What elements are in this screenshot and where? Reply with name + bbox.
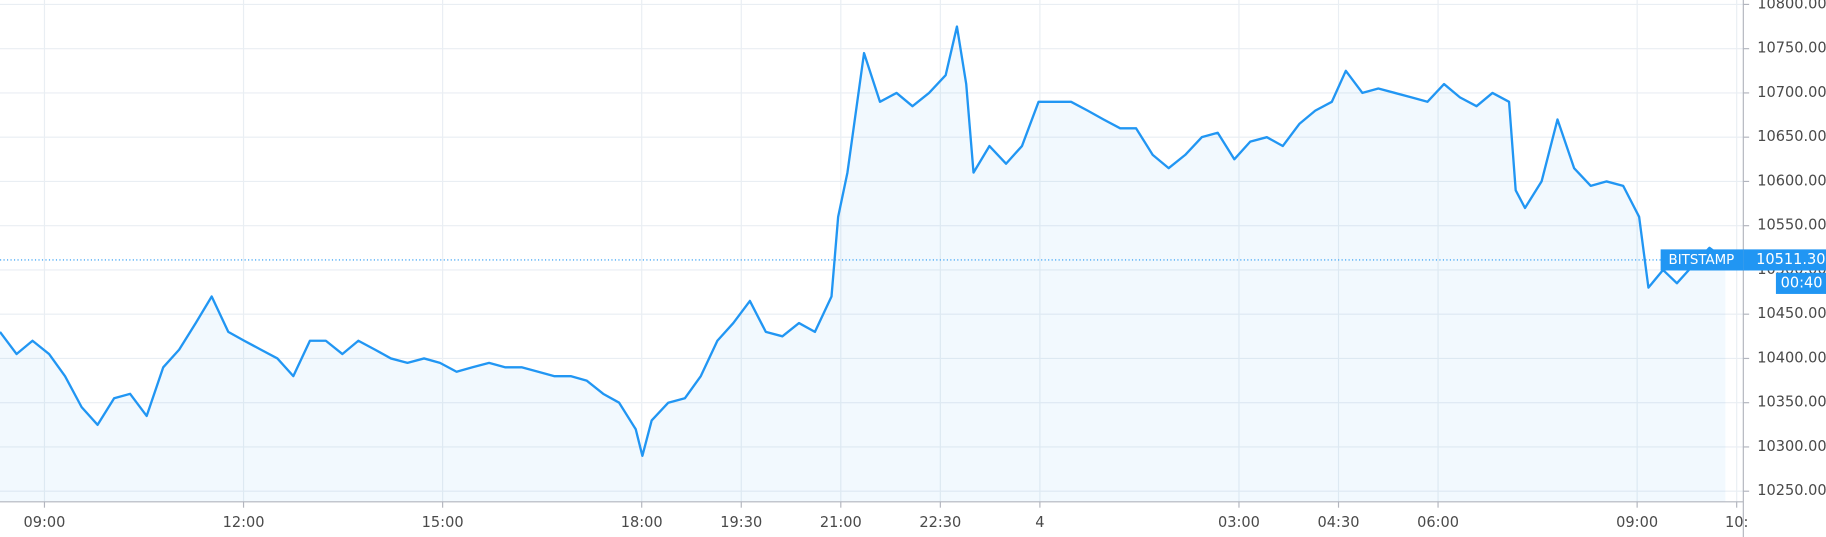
x-tick-label: 15:00 [422,514,464,531]
x-tick-label: 18:00 [621,514,663,531]
price-badge [1743,249,1826,271]
price-line [0,25,1727,457]
x-tick-label: 21:00 [820,514,862,531]
y-tick-label: 10650.00 [1757,128,1826,145]
y-tick-label: 10400.00 [1757,349,1826,366]
y-tick-label: 10250.00 [1757,482,1826,499]
y-tick-label: 10300.00 [1757,438,1826,455]
x-tick-label: 22:30 [919,514,961,531]
x-tick-label: 09:00 [1616,514,1658,531]
y-tick-label: 10750.00 [1757,40,1826,57]
y-tick-label: 10350.00 [1757,394,1826,411]
x-tick-label: 04:30 [1318,514,1360,531]
x-tick-label: 09:00 [24,514,66,531]
plot-area [0,25,1744,502]
x-tick-label: 10: [1725,514,1748,531]
x-tick-label: 06:00 [1417,514,1459,531]
y-tick-label: 10450.00 [1757,305,1826,322]
y-tick-label: 10600.00 [1757,172,1826,189]
last-price-label: 10511.30 [1756,251,1825,268]
x-tick-label: 4 [1035,514,1044,531]
y-tick-label: 10550.00 [1757,217,1826,234]
x-tick-label: 19:30 [720,514,762,531]
grid [0,0,1750,508]
x-tick-label: 12:00 [223,514,265,531]
y-tick-label: 10800.00 [1757,0,1826,12]
countdown-label: 00:40 [1781,274,1823,291]
series-badge [1660,249,1744,271]
series-name: BITSTAMP [1669,253,1735,268]
x-tick-label: 03:00 [1218,514,1260,531]
countdown-badge [1775,272,1826,294]
labels: 10250.00 10300.00 10350.00 10400.00 10450.00… [24,0,1826,531]
area-fill [0,26,1726,502]
y-tick-label: 10700.00 [1757,84,1826,101]
